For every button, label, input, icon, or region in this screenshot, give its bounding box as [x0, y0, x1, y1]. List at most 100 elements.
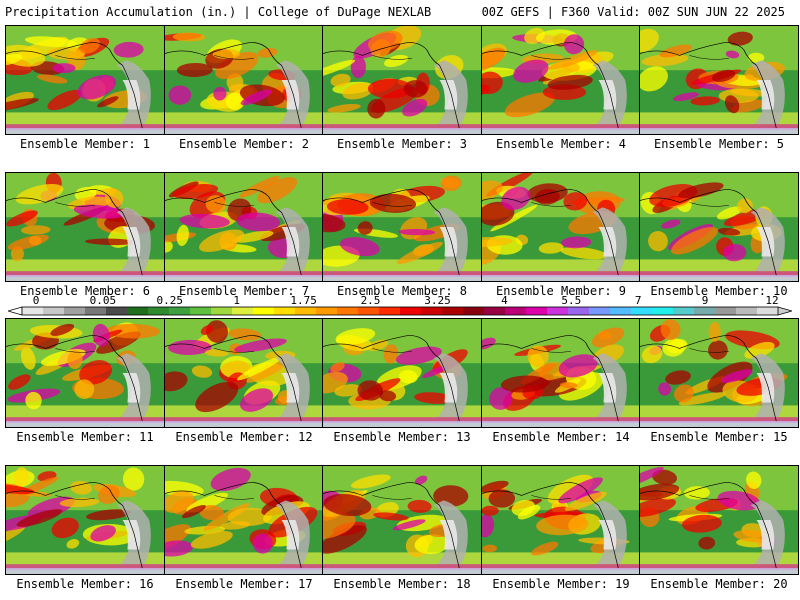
- ensemble-member-label: Ensemble Member: 4: [495, 137, 627, 151]
- colorbar-swatch: [631, 307, 653, 315]
- precip-map: [322, 172, 482, 282]
- ensemble-member-label: Ensemble Member: 16: [16, 577, 154, 591]
- colorbar-tick-label: 3.25: [424, 294, 451, 307]
- colorbar-swatch: [43, 307, 65, 315]
- precip-map: [481, 465, 641, 575]
- colorbar-tick-label: 5.5: [561, 294, 581, 307]
- ensemble-member-label: Ensemble Member: 19: [492, 577, 630, 591]
- precip-map: [639, 172, 799, 282]
- map-title: Precipitation Accumulation (in.) | Colle…: [5, 5, 432, 19]
- ensemble-panel: Ensemble Member: 6: [5, 172, 165, 302]
- colorbar-swatch: [442, 307, 464, 315]
- colorbar-swatch: [64, 307, 86, 315]
- ensemble-panel: Ensemble Member: 9: [481, 172, 641, 302]
- ensemble-member-label: Ensemble Member: 20: [650, 577, 788, 591]
- colorbar-swatch: [379, 307, 401, 315]
- colorbar-swatch: [316, 307, 338, 315]
- ensemble-panel: Ensemble Member: 10: [639, 172, 799, 302]
- ensemble-member-label: Ensemble Member: 15: [650, 430, 788, 444]
- colorbar-swatch: [505, 307, 527, 315]
- colorbar-swatch: [484, 307, 506, 315]
- colorbar-swatch: [106, 307, 128, 315]
- colorbar-swatch: [85, 307, 107, 315]
- colorbar-tick-label: 2.5: [361, 294, 381, 307]
- precip-map: [639, 25, 799, 135]
- colorbar-swatch: [400, 307, 422, 315]
- ensemble-panel: Ensemble Member: 5: [639, 25, 799, 155]
- precip-map: [481, 172, 641, 282]
- colorbar-swatch: [358, 307, 380, 315]
- precip-map: [322, 465, 482, 575]
- ensemble-member-label: Ensemble Member: 6: [19, 284, 151, 298]
- ensemble-panel: Ensemble Member: 15: [639, 318, 799, 448]
- ensemble-member-label: Ensemble Member: 18: [333, 577, 471, 591]
- colorbar-swatch: [694, 307, 716, 315]
- ensemble-member-label: Ensemble Member: 7: [178, 284, 310, 298]
- colorbar-tick-label: 0.05: [90, 294, 117, 307]
- colorbar-swatch: [127, 307, 149, 315]
- ensemble-member-label: Ensemble Member: 3: [336, 137, 468, 151]
- run-valid-time: 00Z GEFS | F360 Valid: 00Z SUN JUN 22 20…: [481, 5, 785, 19]
- precip-map: [164, 318, 324, 428]
- ensemble-panel: Ensemble Member: 8: [322, 172, 482, 302]
- ensemble-member-label: Ensemble Member: 8: [336, 284, 468, 298]
- colorbar-swatch: [547, 307, 569, 315]
- colorbar-swatch: [295, 307, 317, 315]
- ensemble-panel: Ensemble Member: 18: [322, 465, 482, 595]
- colorbar-swatch: [463, 307, 485, 315]
- colorbar-swatch: [148, 307, 170, 315]
- ensemble-member-label: Ensemble Member: 5: [653, 137, 785, 151]
- colorbar-tick-label: 0: [33, 294, 40, 307]
- precip-map: [322, 25, 482, 135]
- colorbar-tick-label: 1.75: [290, 294, 317, 307]
- precip-map: [164, 25, 324, 135]
- colorbar-swatch: [421, 307, 443, 315]
- precip-map: [5, 318, 165, 428]
- colorbar-tick-label: 4: [501, 294, 508, 307]
- colorbar-tick-label: 7: [635, 294, 642, 307]
- ensemble-panel: Ensemble Member: 12: [164, 318, 324, 448]
- colorbar-tick-label: 0.25: [157, 294, 184, 307]
- precip-map: [639, 318, 799, 428]
- precip-map: [5, 465, 165, 575]
- colorbar-swatch: [715, 307, 737, 315]
- ensemble-panel: Ensemble Member: 4: [481, 25, 641, 155]
- colorbar-tick-label: 12: [765, 294, 778, 307]
- precip-map: [164, 172, 324, 282]
- ensemble-member-label: Ensemble Member: 13: [333, 430, 471, 444]
- ensemble-panel: Ensemble Member: 20: [639, 465, 799, 595]
- ensemble-panel: Ensemble Member: 2: [164, 25, 324, 155]
- colorbar-swatch: [337, 307, 359, 315]
- precip-map: [639, 465, 799, 575]
- ensemble-member-label: Ensemble Member: 9: [495, 284, 627, 298]
- precip-map: [481, 318, 641, 428]
- colorbar-tick-label: 1: [233, 294, 240, 307]
- ensemble-member-label: Ensemble Member: 14: [492, 430, 630, 444]
- colorbar-left-arrow: [8, 306, 23, 316]
- ensemble-member-label: Ensemble Member: 17: [175, 577, 313, 591]
- precip-colorbar: 0 0.05 0.25 1 1.75 2.5 3.25 4 5.5 7 9 12: [8, 294, 792, 318]
- ensemble-panel: Ensemble Member: 17: [164, 465, 324, 595]
- ensemble-panel: Ensemble Member: 19: [481, 465, 641, 595]
- colorbar-swatch: [22, 307, 44, 315]
- precip-map: [481, 25, 641, 135]
- colorbar-swatch: [568, 307, 590, 315]
- colorbar-swatch: [757, 307, 779, 315]
- colorbar-swatch: [652, 307, 674, 315]
- colorbar-swatch: [211, 307, 233, 315]
- ensemble-panel: Ensemble Member: 7: [164, 172, 324, 302]
- colorbar-swatch: [169, 307, 191, 315]
- colorbar-swatch: [736, 307, 758, 315]
- colorbar-swatch: [190, 307, 212, 315]
- colorbar-right-arrow: [777, 306, 792, 316]
- ensemble-panel: Ensemble Member: 13: [322, 318, 482, 448]
- ensemble-panel: Ensemble Member: 11: [5, 318, 165, 448]
- ensemble-member-label: Ensemble Member: 1: [19, 137, 151, 151]
- precip-map: [164, 465, 324, 575]
- ensemble-member-label: Ensemble Member: 2: [178, 137, 310, 151]
- ensemble-panel: Ensemble Member: 16: [5, 465, 165, 595]
- colorbar-swatch: [232, 307, 254, 315]
- colorbar-swatch: [610, 307, 632, 315]
- ensemble-member-label: Ensemble Member: 10: [650, 284, 788, 298]
- ensemble-panel: Ensemble Member: 14: [481, 318, 641, 448]
